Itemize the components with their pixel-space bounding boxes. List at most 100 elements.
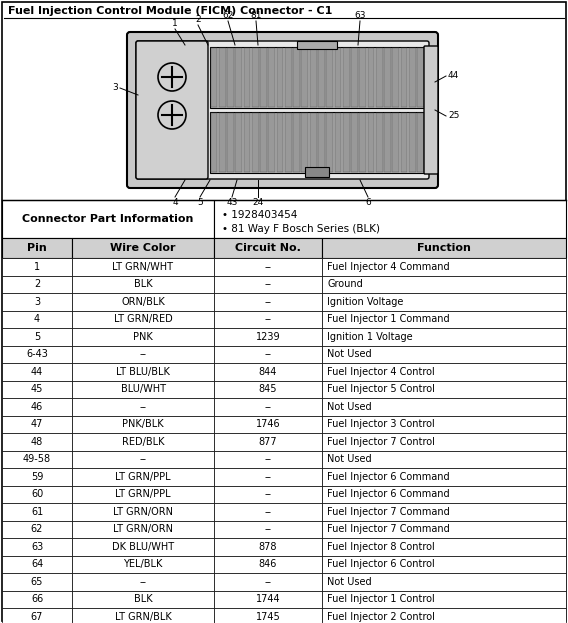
Bar — [214, 238, 322, 258]
Bar — [351, 48, 358, 107]
Bar — [72, 416, 214, 433]
Bar — [211, 113, 218, 172]
Bar — [244, 113, 250, 172]
Text: Fuel Injection Control Module (FICM) Connector - C1: Fuel Injection Control Module (FICM) Con… — [8, 6, 332, 16]
Bar — [72, 450, 214, 468]
Text: Ignition 1 Voltage: Ignition 1 Voltage — [327, 332, 412, 342]
Text: Fuel Injector 7 Control: Fuel Injector 7 Control — [327, 437, 435, 447]
Bar — [214, 503, 322, 520]
Bar — [219, 113, 225, 172]
Bar — [2, 363, 72, 381]
Bar — [2, 346, 72, 363]
Bar — [72, 591, 214, 608]
Bar — [244, 48, 250, 107]
Bar — [285, 48, 292, 107]
Text: Fuel Injector 6 Command: Fuel Injector 6 Command — [327, 489, 450, 499]
Bar — [72, 275, 214, 293]
Text: 3: 3 — [112, 83, 118, 92]
Text: Fuel Injector 2 Control: Fuel Injector 2 Control — [327, 612, 435, 622]
Bar — [376, 113, 383, 172]
Text: 60: 60 — [31, 489, 43, 499]
Bar — [214, 556, 322, 573]
Text: --: -- — [265, 402, 272, 412]
Bar — [2, 591, 72, 608]
Bar — [2, 398, 72, 416]
Text: BLK: BLK — [133, 279, 152, 289]
Text: --: -- — [265, 489, 272, 499]
Bar — [72, 363, 214, 381]
Text: 1745: 1745 — [256, 612, 281, 622]
Bar — [2, 328, 72, 346]
Bar — [417, 113, 424, 172]
Bar — [322, 450, 566, 468]
Bar — [305, 167, 329, 177]
Bar — [335, 113, 341, 172]
Text: 43: 43 — [226, 198, 237, 207]
Text: Wire Color: Wire Color — [110, 243, 176, 253]
Text: Fuel Injector 7 Command: Fuel Injector 7 Command — [327, 506, 450, 516]
Text: • 81 Way F Bosch Series (BLK): • 81 Way F Bosch Series (BLK) — [222, 224, 380, 234]
Bar — [235, 113, 242, 172]
Text: YEL/BLK: YEL/BLK — [123, 559, 162, 569]
Bar — [2, 310, 72, 328]
Bar — [2, 485, 72, 503]
Text: --: -- — [265, 506, 272, 516]
Bar — [210, 112, 425, 173]
Bar — [322, 538, 566, 556]
Bar — [367, 48, 374, 107]
Bar — [214, 538, 322, 556]
Bar — [343, 48, 349, 107]
Text: --: -- — [140, 454, 147, 464]
Bar — [227, 48, 234, 107]
Bar — [214, 258, 322, 275]
Bar — [322, 416, 566, 433]
Text: LT GRN/ORN: LT GRN/ORN — [113, 506, 173, 516]
Text: 1: 1 — [172, 19, 178, 28]
Text: 61: 61 — [31, 506, 43, 516]
Bar — [214, 275, 322, 293]
Bar — [322, 573, 566, 591]
Text: Fuel Injector 3 Control: Fuel Injector 3 Control — [327, 419, 435, 429]
Text: --: -- — [265, 524, 272, 535]
Text: 878: 878 — [259, 542, 277, 552]
Bar — [72, 468, 214, 485]
Bar — [2, 381, 72, 398]
Text: Fuel Injector 6 Command: Fuel Injector 6 Command — [327, 472, 450, 482]
Text: 44: 44 — [448, 70, 460, 80]
Bar — [72, 573, 214, 591]
Bar — [322, 556, 566, 573]
Bar — [322, 503, 566, 520]
Bar — [392, 48, 399, 107]
Bar — [322, 468, 566, 485]
Text: 63: 63 — [354, 11, 366, 20]
Bar — [214, 433, 322, 450]
Bar — [260, 48, 267, 107]
Bar — [326, 48, 333, 107]
Bar — [2, 200, 214, 238]
Bar — [214, 573, 322, 591]
Text: Fuel Injector 5 Control: Fuel Injector 5 Control — [327, 384, 435, 394]
Bar — [322, 275, 566, 293]
Text: 81: 81 — [250, 11, 262, 20]
Bar — [2, 520, 72, 538]
Text: • 1928403454: • 1928403454 — [222, 210, 298, 220]
Bar — [260, 113, 267, 172]
Text: PNK: PNK — [133, 332, 153, 342]
Bar — [322, 310, 566, 328]
Text: Fuel Injector 4 Command: Fuel Injector 4 Command — [327, 262, 450, 272]
Text: Not Used: Not Used — [327, 350, 371, 359]
Bar — [409, 113, 416, 172]
Bar — [302, 113, 308, 172]
Text: ORN/BLK: ORN/BLK — [121, 297, 165, 307]
Bar — [2, 450, 72, 468]
Text: 1744: 1744 — [256, 594, 281, 604]
Text: 66: 66 — [31, 594, 43, 604]
Bar — [392, 113, 399, 172]
Bar — [2, 608, 72, 623]
Bar — [417, 48, 424, 107]
Bar — [72, 485, 214, 503]
Bar — [351, 113, 358, 172]
Bar — [269, 113, 275, 172]
Bar — [322, 238, 566, 258]
Bar — [72, 381, 214, 398]
